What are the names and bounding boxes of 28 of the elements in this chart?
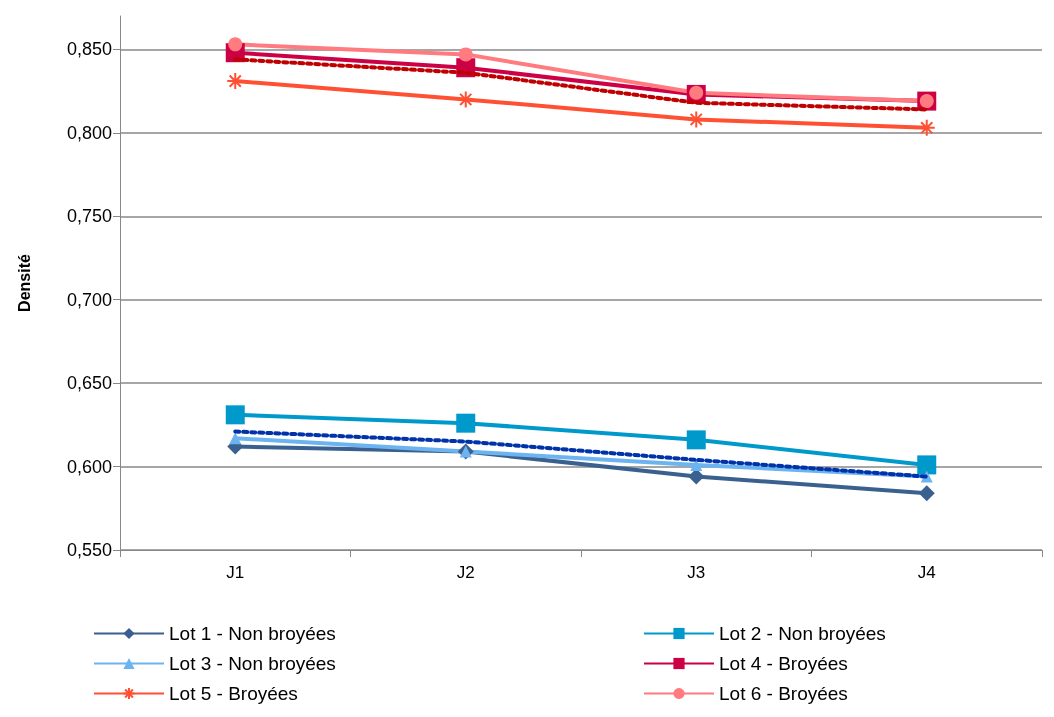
y-tick-label: 0,550 xyxy=(66,540,112,560)
point xyxy=(225,405,245,425)
legend-label: Lot 3 - Non broyées xyxy=(169,653,336,674)
x-tick-label: J3 xyxy=(687,563,706,582)
point xyxy=(918,485,935,502)
legend-label: Lot 4 - Broyées xyxy=(719,653,848,674)
x-tick-label: J1 xyxy=(226,563,245,582)
legend-label: Lot 5 - Broyées xyxy=(169,683,298,704)
y-tick-label: 0,600 xyxy=(66,456,112,477)
point xyxy=(229,432,242,445)
x-tick-label: J4 xyxy=(917,563,936,582)
point xyxy=(458,47,473,62)
y-axis-title: Densité xyxy=(15,254,33,312)
x-tick-label: J2 xyxy=(456,563,475,582)
y-tick-label: 0,650 xyxy=(66,373,112,394)
y-tick-label: 0,850 xyxy=(66,39,112,60)
point xyxy=(456,413,476,433)
point xyxy=(456,90,475,109)
point xyxy=(917,455,937,475)
point xyxy=(228,37,243,52)
legend-label: Lot 1 - Non broyées xyxy=(169,623,336,644)
y-tick-label: 0,800 xyxy=(66,122,112,143)
y-tick-label: 0,750 xyxy=(66,206,112,227)
point xyxy=(690,458,703,471)
y-tick-label: 0,700 xyxy=(66,289,112,310)
legend-label: Lot 2 - Non broyées xyxy=(719,623,886,644)
legend-label: Lot 6 - Broyées xyxy=(719,683,848,704)
point xyxy=(686,430,706,450)
